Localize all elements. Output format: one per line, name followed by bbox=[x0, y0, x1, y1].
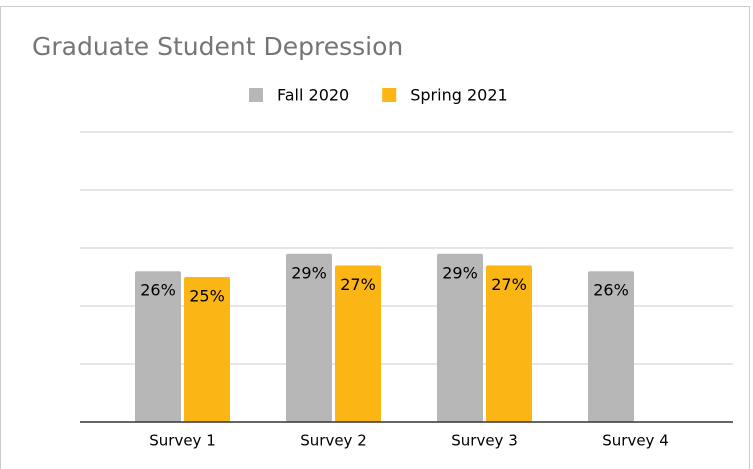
bar bbox=[135, 271, 181, 422]
x-tick-label: Survey 1 bbox=[149, 432, 216, 450]
legend-label: Fall 2020 bbox=[277, 86, 349, 105]
data-label: 27% bbox=[491, 275, 527, 294]
data-label: 26% bbox=[593, 281, 629, 300]
bar bbox=[588, 271, 634, 422]
chart-title: Graduate Student Depression bbox=[32, 32, 403, 61]
x-tick-label: Survey 4 bbox=[602, 432, 669, 450]
bar bbox=[286, 253, 332, 422]
x-tick-label: Survey 2 bbox=[300, 432, 367, 450]
legend-swatch bbox=[382, 88, 397, 102]
data-label: 29% bbox=[442, 263, 478, 282]
data-label: 29% bbox=[291, 263, 327, 282]
chart-border bbox=[0, 6, 750, 469]
bar bbox=[486, 265, 532, 422]
bar bbox=[184, 277, 230, 422]
bar bbox=[335, 265, 381, 422]
data-label: 25% bbox=[189, 287, 225, 306]
legend-label: Spring 2021 bbox=[410, 86, 507, 105]
bar bbox=[437, 253, 483, 422]
data-label: 27% bbox=[340, 275, 376, 294]
x-tick-label: Survey 3 bbox=[451, 432, 518, 450]
data-label: 26% bbox=[140, 281, 176, 300]
legend-swatch bbox=[249, 88, 263, 102]
